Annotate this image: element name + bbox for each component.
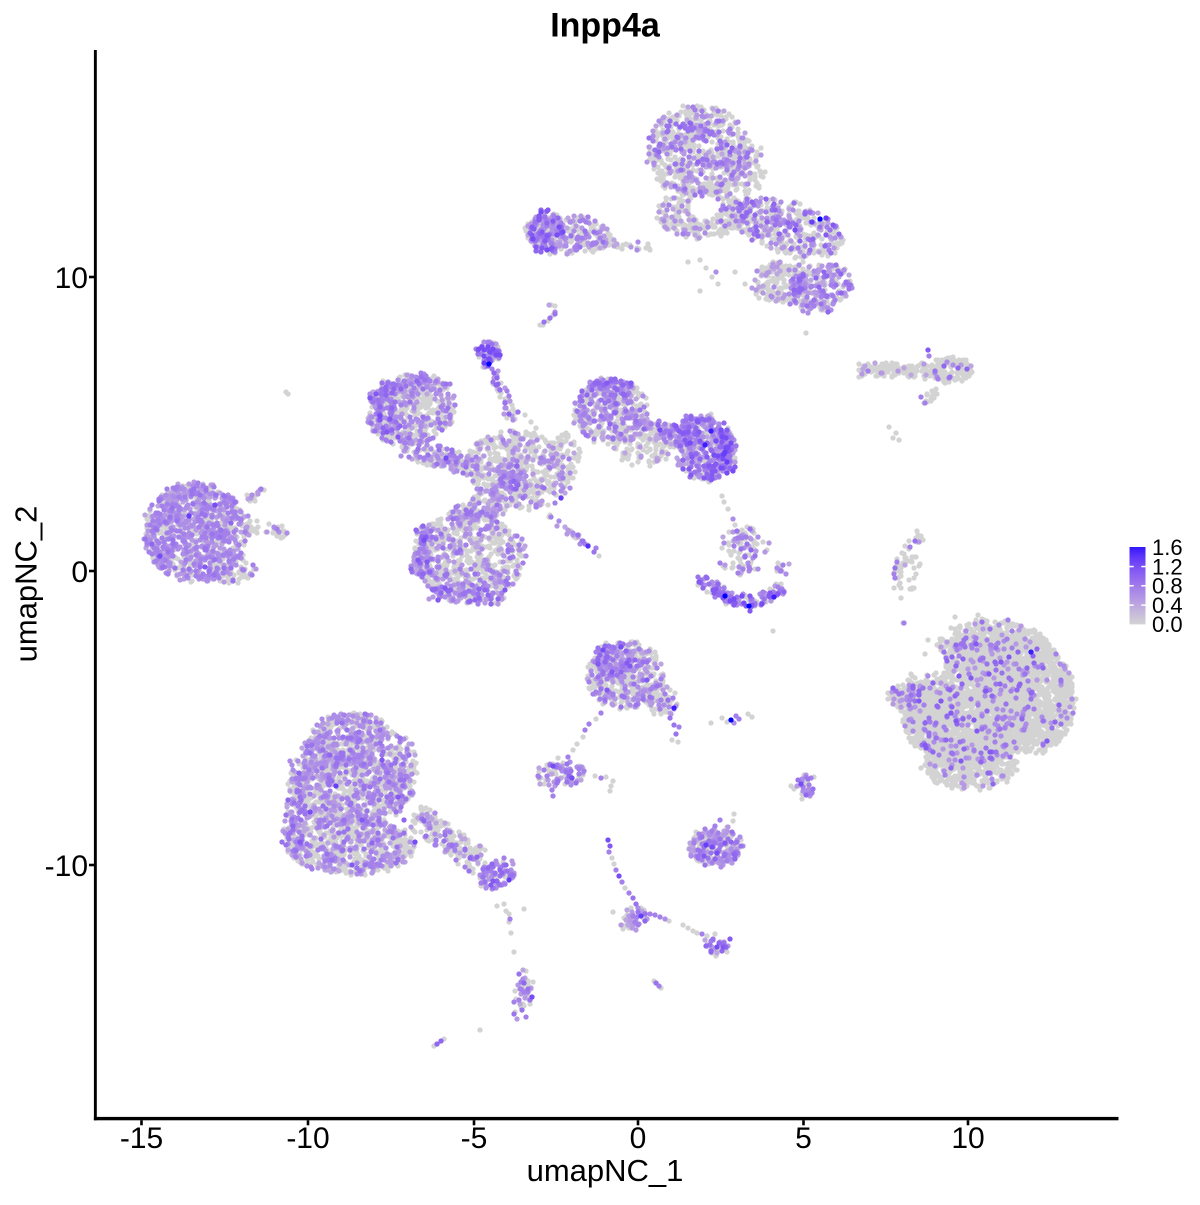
svg-text:0: 0 (630, 1122, 647, 1155)
svg-text:0.0: 0.0 (1152, 612, 1183, 637)
svg-text:1.2: 1.2 (1152, 554, 1183, 579)
svg-text:-10: -10 (45, 850, 88, 883)
svg-text:Inpp4a: Inpp4a (550, 7, 661, 45)
svg-text:0: 0 (71, 556, 88, 589)
svg-text:10: 10 (951, 1122, 984, 1155)
svg-text:umapNC_2: umapNC_2 (9, 506, 44, 663)
svg-text:5: 5 (795, 1122, 812, 1155)
svg-text:10: 10 (55, 262, 88, 295)
svg-text:-5: -5 (461, 1122, 488, 1155)
svg-text:-10: -10 (286, 1122, 329, 1155)
svg-text:0.4: 0.4 (1152, 593, 1183, 618)
svg-text:-15: -15 (120, 1122, 163, 1155)
svg-text:umapNC_1: umapNC_1 (527, 1153, 684, 1188)
svg-text:1.6: 1.6 (1152, 535, 1183, 560)
svg-text:0.8: 0.8 (1152, 574, 1183, 599)
